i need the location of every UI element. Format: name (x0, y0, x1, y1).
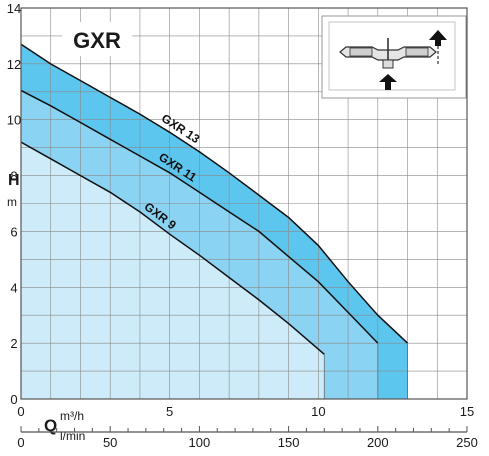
y-axis-label: H (8, 172, 20, 189)
x-axis-unit-primary: m³/h (60, 409, 84, 423)
y-tick-labels: 0 2 4 6 8 10 12 14 (7, 1, 21, 407)
x-axis-label: Q (44, 416, 57, 435)
plot-frame (20, 7, 468, 400)
chart-title-box (62, 22, 132, 56)
y-tick-label: 4 (10, 280, 17, 295)
submersible-pump-icon (321, 15, 467, 99)
secondary-x-tick-labels: 0 50 100 150 200 250 (17, 435, 477, 450)
y-tick-label: 6 (10, 224, 17, 239)
secondary-x-tick-marks (20, 426, 468, 432)
x-tick-label: 5 (166, 404, 173, 419)
y-tick-label: 12 (7, 57, 21, 72)
x-tick-label: 0 (17, 404, 24, 419)
curve-gxr-9 (20, 141, 325, 355)
x-axis-unit-secondary: l/min (60, 429, 85, 443)
fill-gxr-9 (21, 142, 325, 399)
secondary-x-tick-label: 150 (278, 435, 300, 450)
secondary-x-tick-label: 100 (189, 435, 211, 450)
y-tick-label: 10 (7, 113, 21, 128)
y-axis-unit: m (7, 195, 17, 209)
y-tick-label: 14 (7, 1, 21, 16)
chart-title: GXR (73, 28, 121, 53)
x-tick-label: 10 (311, 404, 325, 419)
y-tick-label: 0 (10, 392, 17, 407)
x-tick-labels: 0 5 10 15 (17, 404, 474, 419)
x-tick-label: 15 (460, 404, 474, 419)
secondary-x-tick-label: 0 (17, 435, 24, 450)
y-tick-label: 8 (10, 169, 17, 184)
secondary-x-tick-label: 200 (367, 435, 389, 450)
curve-gxr-13 (20, 43, 409, 344)
y-tick-label: 2 (10, 336, 17, 351)
curve-lines (20, 43, 409, 399)
secondary-x-tick-label: 50 (103, 435, 117, 450)
curve-gxr-11 (20, 89, 379, 344)
secondary-x-tick-label: 250 (456, 435, 478, 450)
